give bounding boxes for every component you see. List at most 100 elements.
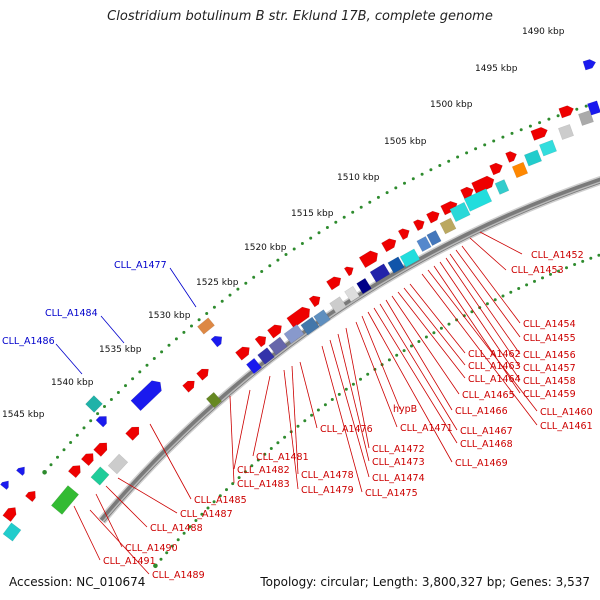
scale-dot (411, 177, 415, 181)
scale-dot (394, 186, 398, 190)
inner-gene-label: CLL_A1459 (523, 389, 576, 400)
scale-dot (402, 349, 406, 353)
scale-dot (243, 470, 247, 474)
label-leader (439, 261, 521, 381)
scale-dot (344, 387, 348, 391)
gene-feature (582, 59, 597, 71)
inner-gene-label: CLL_A1473 (372, 457, 425, 468)
gene-feature (196, 368, 209, 381)
scale-dot (174, 337, 178, 341)
scale-dot (276, 258, 280, 262)
scale-dot (116, 391, 120, 394)
scale-dot (525, 283, 529, 287)
scale-dot (417, 340, 421, 343)
backbone-line (99, 177, 600, 523)
label-leader (105, 485, 148, 528)
label-leader (299, 361, 318, 429)
label-leader (169, 267, 197, 308)
inner-gene-label: CLL_A1488 (150, 523, 203, 534)
scale-dot (49, 463, 53, 467)
gene-feature (489, 162, 503, 176)
scale-dot (565, 266, 568, 270)
gene-feature (125, 426, 140, 441)
gene-feature (235, 346, 250, 361)
scale-dot (316, 408, 320, 412)
gene-feature (50, 485, 80, 515)
scale-dot (424, 335, 428, 339)
gene-feature (16, 466, 25, 476)
scale-dot (212, 500, 216, 504)
inner-gene-label: CLL_A1472 (372, 444, 425, 455)
scale-dot (145, 363, 149, 367)
inner-gene-label: CLL_A1466 (455, 406, 508, 417)
gene-feature (245, 357, 263, 375)
scale-dot (395, 353, 399, 357)
scale-dot (75, 433, 79, 437)
label-leader (461, 245, 521, 324)
scale-dot (557, 269, 560, 273)
outer-gene-label: CLL_A1484 (45, 308, 98, 319)
scale-label: 1525 kbp (196, 278, 239, 288)
gene-feature (257, 347, 275, 365)
scale-dot (303, 419, 307, 423)
scale-dot (330, 398, 334, 401)
scale-dot (212, 305, 216, 309)
scale-dot (103, 405, 106, 408)
scale-dot (597, 253, 600, 257)
gene-feature (471, 175, 495, 195)
scale-dot (252, 275, 256, 279)
scale-dot (575, 107, 579, 111)
gene-feature (387, 256, 405, 274)
label-leader (95, 493, 123, 548)
label-leader (73, 505, 101, 561)
scale-dot (573, 263, 577, 266)
label-leader (321, 345, 363, 493)
scale-dot (250, 464, 254, 468)
scale-dot (517, 287, 521, 290)
scale-label: 1500 kbp (430, 100, 473, 110)
label-leader (367, 311, 453, 463)
scale-dot (188, 525, 192, 529)
backbone-highlight (102, 181, 600, 523)
scale-dot (447, 159, 451, 163)
scale-dot (42, 470, 47, 475)
gene-feature (416, 236, 432, 252)
scale-dot (429, 168, 433, 172)
scale-dot (276, 441, 280, 445)
label-leader (469, 237, 507, 271)
label-leader (445, 257, 521, 368)
scale-dot (549, 272, 552, 276)
label-leader (345, 327, 370, 449)
gene-feature (439, 217, 457, 235)
label-leader (373, 307, 458, 444)
scale-dots (42, 101, 600, 569)
scale-dot (342, 215, 346, 219)
gene-feature (95, 416, 107, 428)
gene-feature (426, 210, 440, 224)
label-leader (329, 339, 370, 478)
scale-dot (300, 242, 304, 245)
gene-feature (0, 480, 9, 490)
scale-dot (159, 557, 163, 561)
gene-feature (494, 179, 510, 195)
label-leader (409, 283, 466, 354)
gene-feature (344, 285, 360, 303)
label-leader (449, 253, 521, 355)
scale-dot (420, 172, 424, 176)
inner-gene-label: CLL_A1452 (531, 250, 584, 261)
scale-dot (269, 447, 273, 450)
scale-dot (519, 128, 523, 132)
gene-feature (343, 266, 354, 277)
inner-gene-label: CLL_A1490 (125, 543, 178, 554)
scale-dot (205, 312, 209, 315)
label-leader (229, 395, 235, 484)
gene-feature (25, 490, 36, 503)
label-leader (291, 365, 299, 475)
gene-feature (329, 296, 347, 314)
scale-label: 1520 kbp (244, 243, 287, 253)
gene-feature (530, 126, 548, 141)
gene-feature (505, 151, 517, 163)
inner-gene-label: CLL_A1453 (511, 265, 564, 276)
scale-dot (109, 398, 113, 401)
